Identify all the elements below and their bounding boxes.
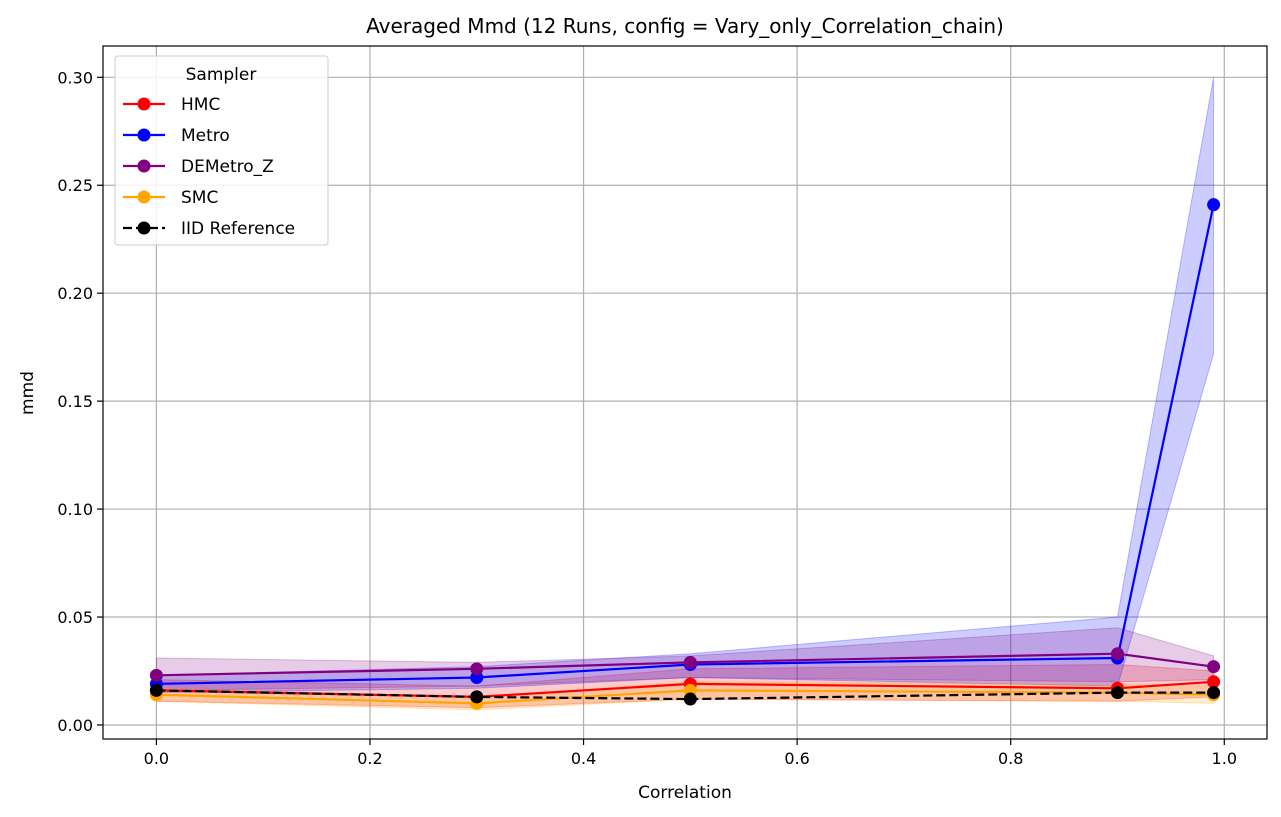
- x-tick-label: 0.4: [571, 749, 596, 768]
- legend-smc-marker: [137, 190, 151, 204]
- y-tick-label: 0.00: [57, 716, 93, 735]
- demetro-z-point: [470, 662, 484, 676]
- x-tick-label: 0.8: [998, 749, 1023, 768]
- iid-reference-point: [1207, 686, 1221, 700]
- x-tick-label: 0.6: [784, 749, 809, 768]
- legend-hmc-marker: [137, 97, 151, 111]
- legend-demetro-z-marker: [137, 159, 151, 173]
- iid-reference-point: [683, 692, 697, 706]
- y-tick-label: 0.05: [57, 608, 93, 627]
- y-tick-label: 0.25: [57, 176, 93, 195]
- legend-metro-marker: [137, 128, 151, 142]
- x-tick-label: 0.2: [357, 749, 382, 768]
- grid: [103, 46, 1267, 739]
- y-tick-label: 0.10: [57, 500, 93, 519]
- plot-frame: [102, 45, 1268, 740]
- metro-band: [155, 77, 1215, 694]
- chart-title: Averaged Mmd (12 Runs, config = Vary_onl…: [366, 14, 1004, 38]
- y-axis-label: mmd: [18, 371, 38, 415]
- legend-entries: HMC Metro DEMetro_Z SMC IID Reference: [123, 95, 295, 239]
- x-tick-label: 0.0: [144, 749, 169, 768]
- iid-reference-point: [1110, 686, 1124, 700]
- x-axis-ticks: 0.0 0.2 0.4 0.6 0.8 1.0: [144, 739, 1237, 768]
- legend-title: Sampler: [186, 65, 257, 85]
- legend-iid-reference-label: IID Reference: [181, 219, 295, 239]
- legend-hmc-label: HMC: [181, 95, 220, 115]
- legend-demetro-z-label: DEMetro_Z: [181, 157, 274, 177]
- legend-box: [114, 55, 329, 246]
- legend: Sampler HMC Metro DEMetro_Z SMC IID Referenc…: [114, 55, 329, 246]
- series-markers: [149, 198, 1221, 710]
- x-tick-label: 1.0: [1212, 749, 1237, 768]
- hmc-point: [1207, 675, 1221, 689]
- iid-reference-point: [470, 690, 484, 704]
- demetro-z-point: [1110, 647, 1124, 661]
- legend-smc-label: SMC: [181, 188, 218, 208]
- demetro-z-point: [683, 655, 697, 669]
- iid-reference-point: [149, 683, 163, 697]
- metro-point: [1207, 198, 1221, 212]
- y-tick-label: 0.15: [57, 392, 93, 411]
- x-axis-label: Correlation: [638, 783, 732, 803]
- demetro-z-point: [149, 668, 163, 682]
- demetro-z-point: [1207, 660, 1221, 674]
- y-tick-label: 0.30: [57, 68, 93, 87]
- y-tick-label: 0.20: [57, 284, 93, 303]
- y-axis-ticks: 0.00 0.05 0.10 0.15 0.20 0.25 0.30: [57, 68, 103, 735]
- legend-iid-reference-marker: [137, 221, 151, 235]
- legend-metro-label: Metro: [181, 126, 230, 146]
